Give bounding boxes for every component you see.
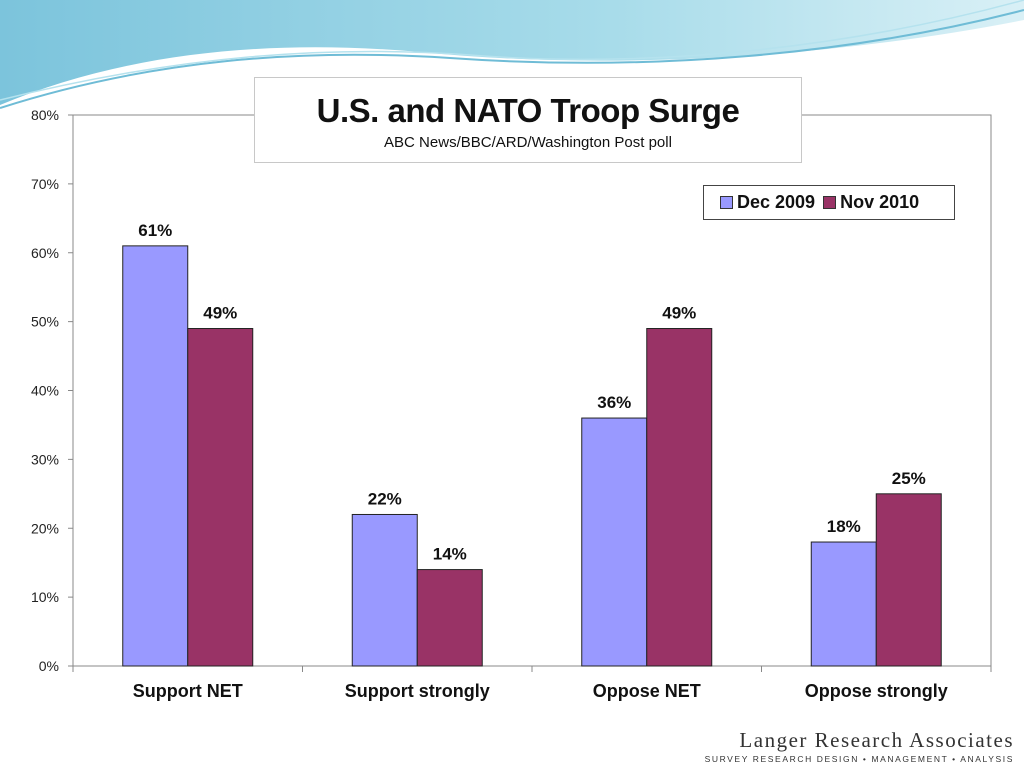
bar-nov-2010 — [187, 328, 254, 667]
bar-dec-2009 — [581, 417, 648, 667]
y-tick-label: 70% — [31, 176, 59, 192]
bar-nov-2010 — [646, 328, 713, 667]
x-tick-label: Oppose NET — [593, 681, 701, 701]
data-label: 18% — [827, 517, 861, 536]
company-logo: Langer Research Associates SURVEY RESEAR… — [705, 728, 1014, 764]
chart-title: U.S. and NATO Troop Surge — [316, 92, 740, 129]
bar-dec-2009 — [351, 513, 418, 667]
chart-subtitle: ABC News/BBC/ARD/Washington Post poll — [384, 134, 672, 151]
y-tick-label: 80% — [31, 107, 59, 123]
data-label: 22% — [368, 489, 402, 508]
legend-swatch-dec-2009 — [720, 196, 733, 209]
data-label: 14% — [433, 545, 467, 564]
y-tick-label: 20% — [31, 520, 59, 536]
header-swoosh-decoration — [0, 0, 1024, 109]
y-tick-label: 10% — [31, 589, 59, 605]
chart-title-box: U.S. and NATO Troop Surge ABC News/BBC/A… — [254, 77, 802, 163]
legend-item-nov-2010: Nov 2010 — [823, 192, 919, 213]
y-tick-label: 30% — [31, 451, 59, 467]
y-tick-label: 60% — [31, 245, 59, 261]
x-tick-label: Support strongly — [345, 681, 490, 701]
y-tick-label: 0% — [39, 658, 59, 674]
data-label: 25% — [892, 469, 926, 488]
chart-legend: Dec 2009 Nov 2010 — [703, 185, 955, 220]
logo-tagline: SURVEY RESEARCH DESIGN • MANAGEMENT • AN… — [704, 754, 1014, 764]
bar-nov-2010 — [875, 493, 942, 667]
data-label: 49% — [203, 304, 237, 323]
legend-label-dec-2009: Dec 2009 — [737, 192, 816, 212]
data-label: 36% — [597, 393, 631, 412]
bar-dec-2009 — [122, 245, 189, 667]
legend-label-nov-2010: Nov 2010 — [840, 192, 920, 212]
bar-nov-2010 — [416, 569, 483, 667]
y-tick-label: 50% — [31, 314, 59, 330]
data-label: 61% — [138, 221, 172, 240]
legend-swatch-nov-2010 — [823, 196, 837, 209]
x-tick-label: Support NET — [133, 681, 243, 701]
bar-dec-2009 — [810, 541, 877, 667]
logo-name: Langer Research Associates — [739, 728, 1014, 752]
y-tick-label: 40% — [31, 383, 59, 399]
data-label: 49% — [662, 304, 696, 323]
x-tick-label: Oppose strongly — [805, 681, 948, 701]
legend-item-dec-2009: Dec 2009 — [720, 192, 815, 213]
